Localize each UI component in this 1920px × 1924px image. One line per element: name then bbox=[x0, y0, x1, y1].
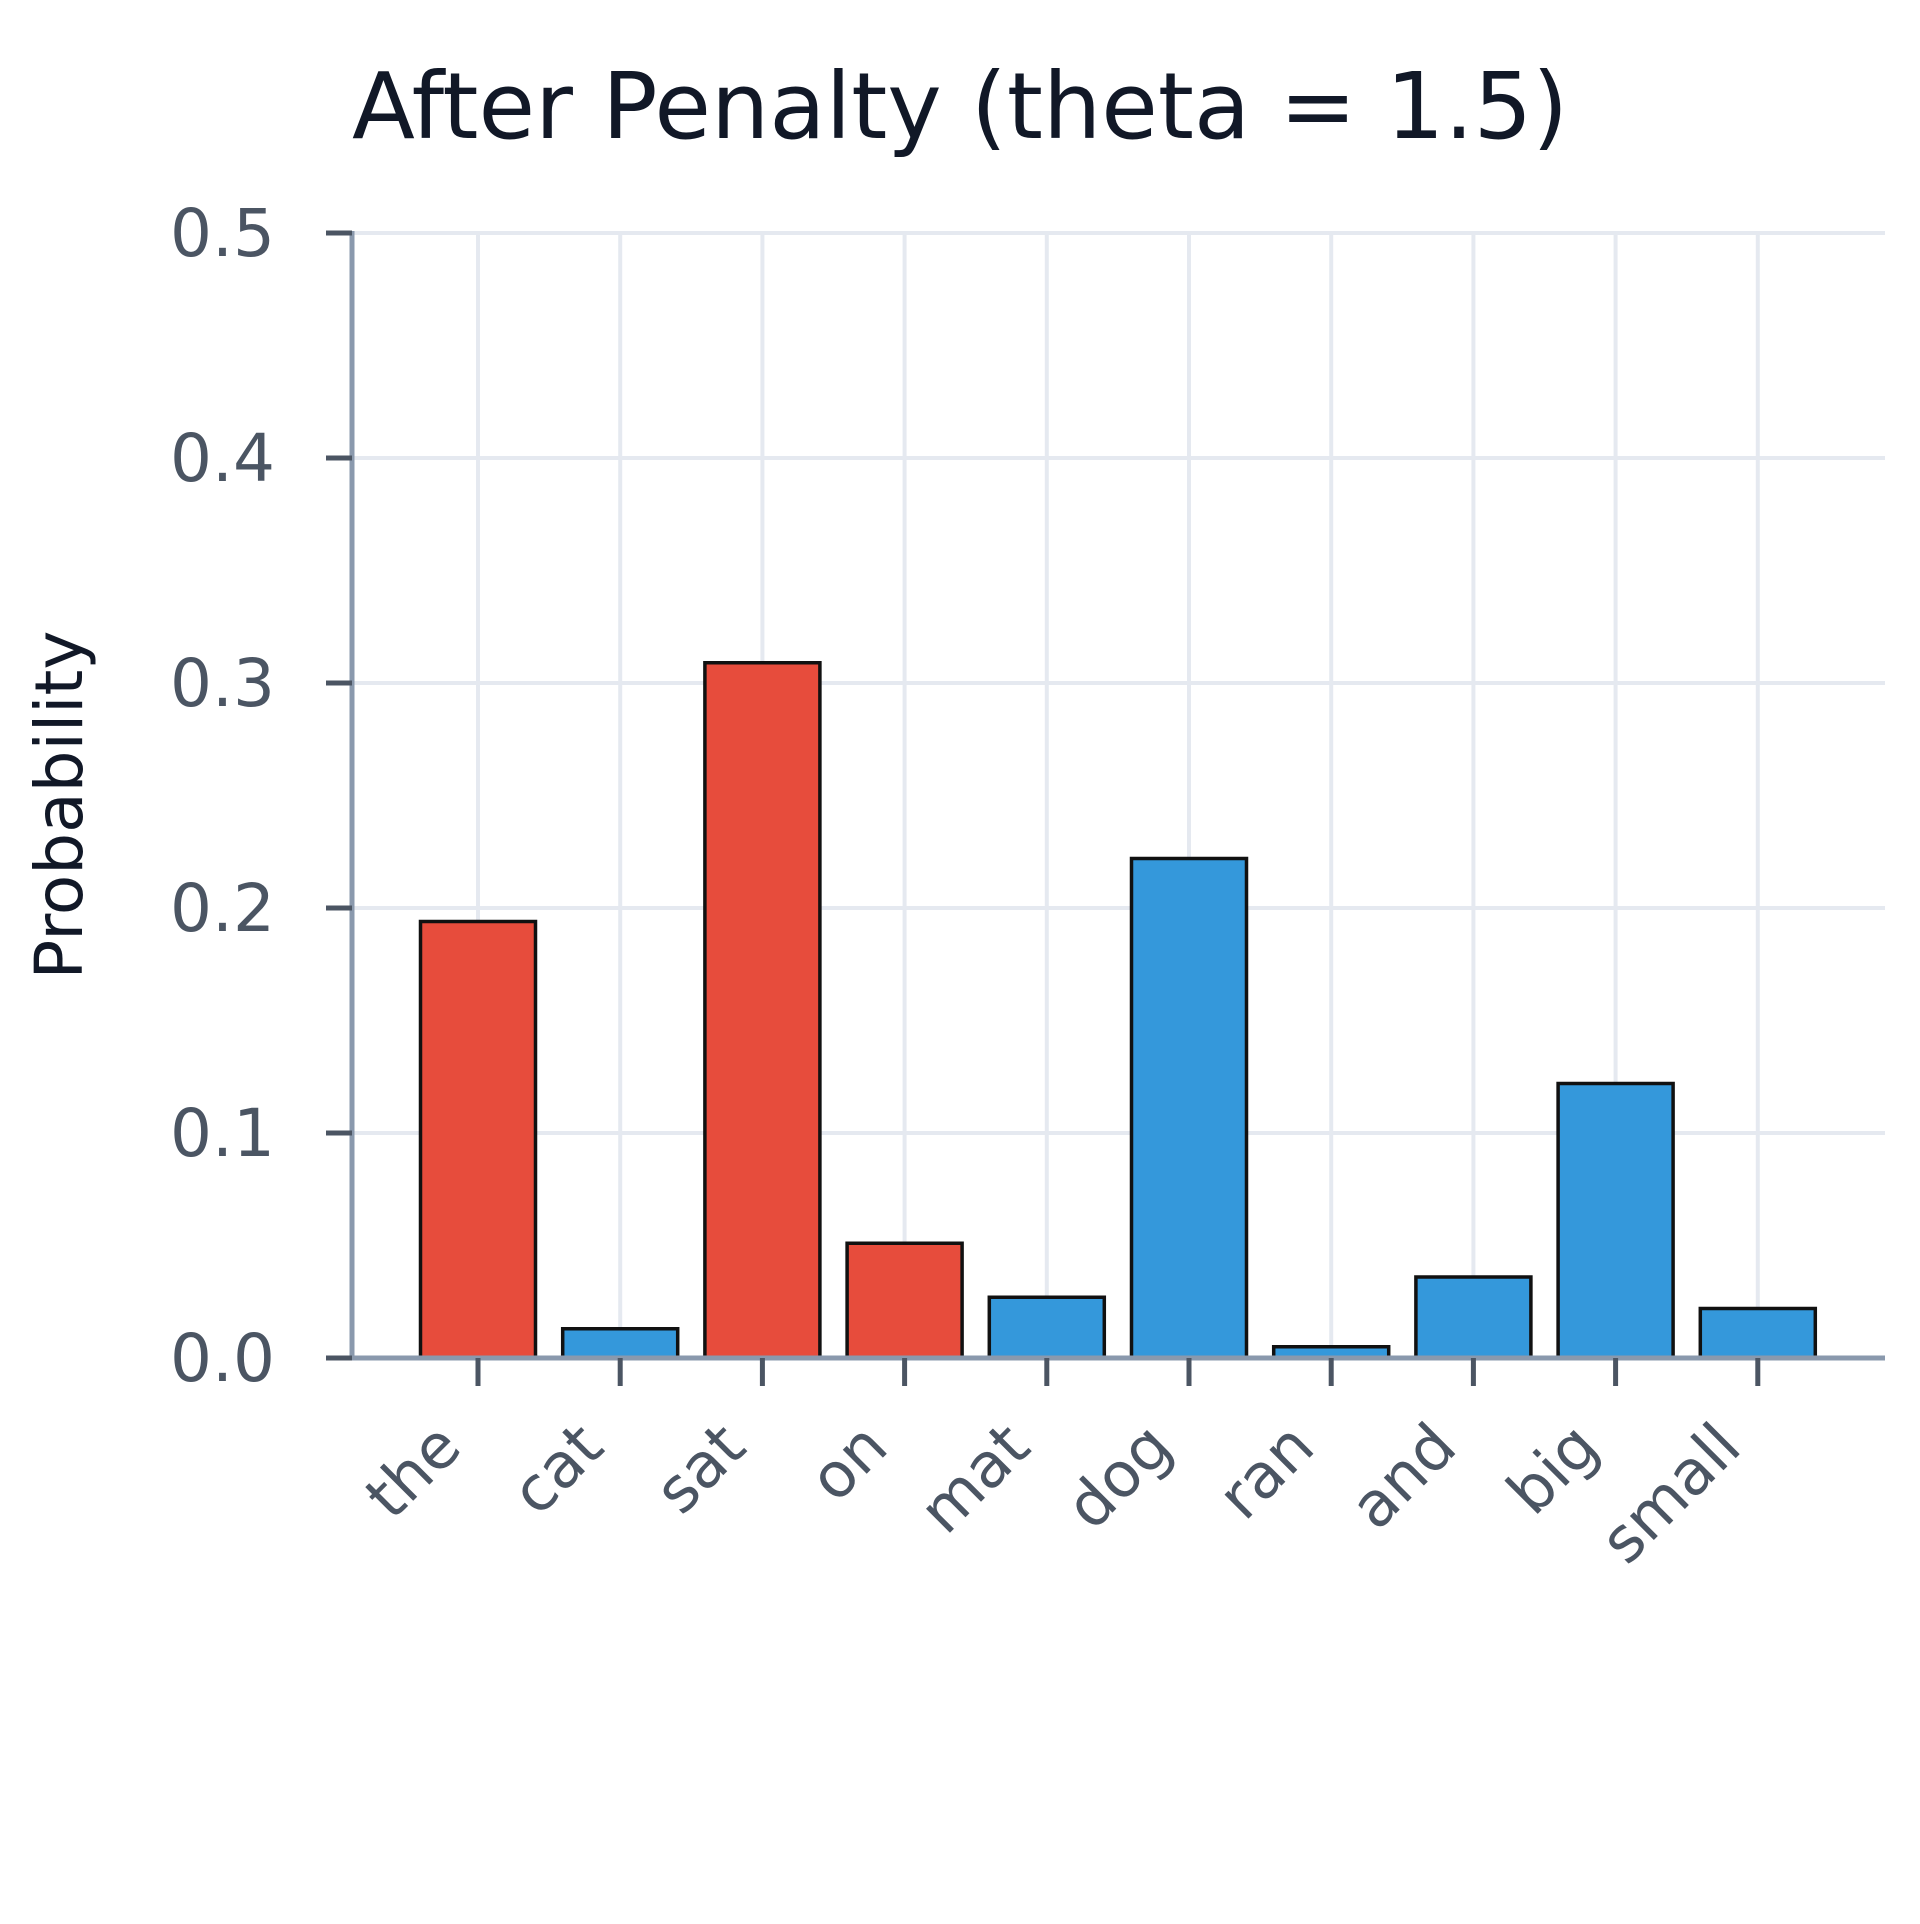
x-tick-label: sat bbox=[640, 1409, 759, 1528]
bars bbox=[418, 661, 1818, 1360]
y-tick-label: 0.5 bbox=[170, 195, 275, 272]
y-tick-label: 0.3 bbox=[170, 645, 275, 722]
x-tick-label: ran bbox=[1204, 1409, 1328, 1533]
x-tick-label: on bbox=[795, 1409, 901, 1515]
bar-small bbox=[1698, 1306, 1818, 1360]
y-axis-label: Probability bbox=[21, 631, 98, 980]
y-ticks: 0.0 0.1 0.2 0.3 0.4 0.5 bbox=[170, 195, 352, 1397]
x-tick-label: big bbox=[1493, 1409, 1612, 1528]
y-tick-label: 0.4 bbox=[170, 420, 275, 497]
bar-and bbox=[1414, 1275, 1533, 1360]
bar-cat bbox=[560, 1327, 680, 1360]
y-tick-label: 0.1 bbox=[170, 1095, 275, 1172]
x-tick-label: cat bbox=[497, 1409, 617, 1529]
bar-big bbox=[1556, 1081, 1675, 1360]
bar-sat bbox=[703, 661, 822, 1360]
bar-dog bbox=[1129, 856, 1249, 1360]
y-tick-label: 0.0 bbox=[170, 1320, 275, 1397]
chart-title: After Penalty (theta = 1.5) bbox=[352, 53, 1568, 160]
x-tick-label: mat bbox=[905, 1409, 1043, 1547]
bar-the bbox=[418, 919, 538, 1360]
y-tick-label: 0.2 bbox=[170, 870, 275, 947]
x-tick-label: and bbox=[1336, 1409, 1470, 1543]
x-tick-label: small bbox=[1586, 1409, 1754, 1577]
axes bbox=[349, 231, 1885, 1361]
x-tick-label: dog bbox=[1051, 1409, 1185, 1543]
x-tick-label: the bbox=[351, 1409, 475, 1533]
bar-on bbox=[845, 1241, 964, 1360]
bar-mat bbox=[987, 1295, 1107, 1360]
